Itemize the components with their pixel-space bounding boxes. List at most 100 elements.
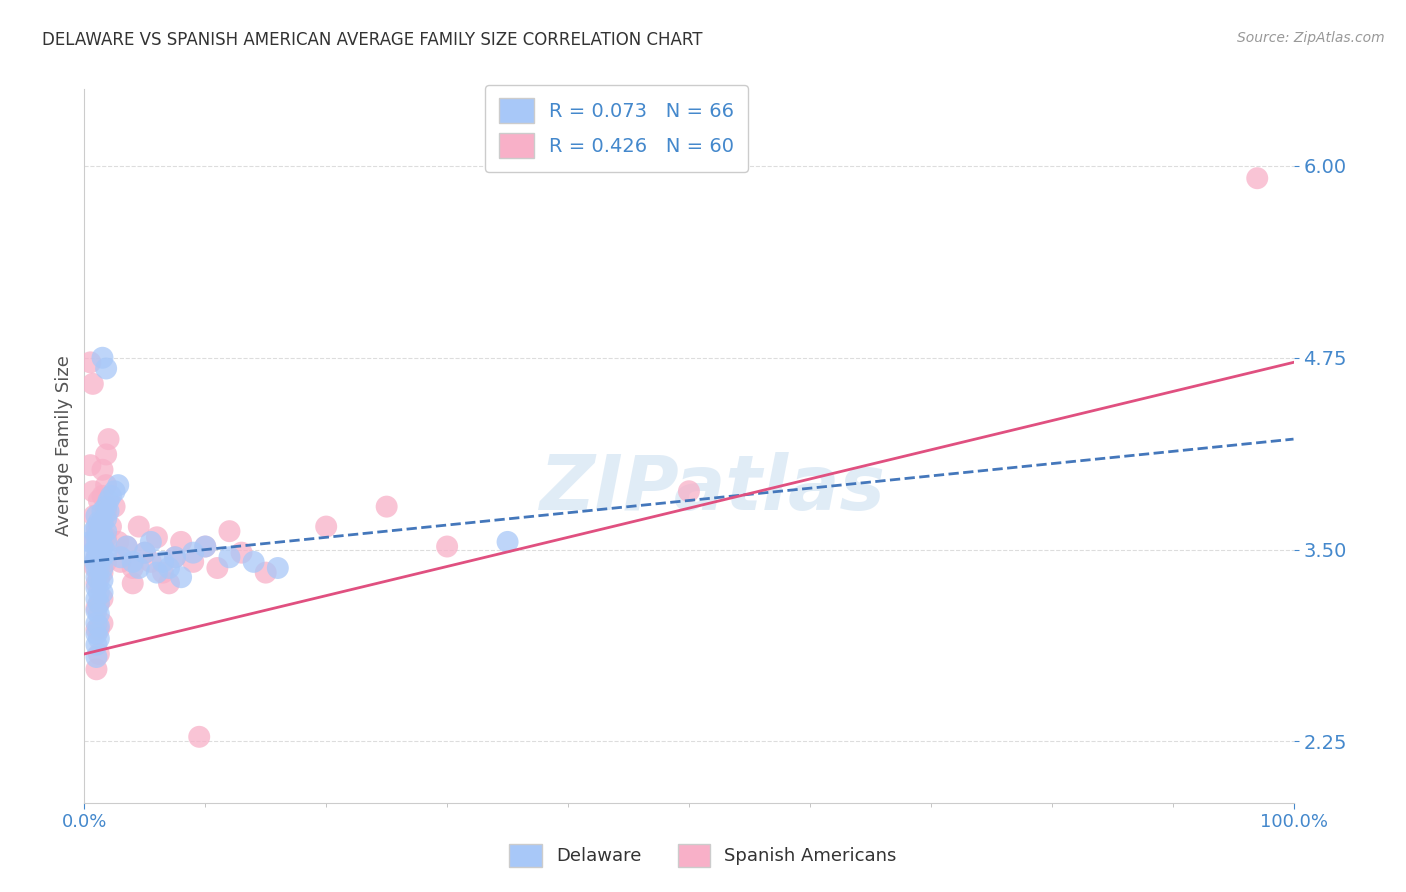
Point xyxy=(1246,171,1268,186)
Point xyxy=(91,489,114,503)
Point xyxy=(91,616,114,631)
Point xyxy=(496,535,519,549)
Point xyxy=(91,585,114,599)
Point xyxy=(86,627,108,641)
Point xyxy=(107,478,129,492)
Point xyxy=(86,623,108,637)
Point xyxy=(188,730,211,744)
Point xyxy=(165,550,187,565)
Point xyxy=(91,463,114,477)
Point xyxy=(104,500,127,514)
Point xyxy=(170,535,193,549)
Point xyxy=(87,574,110,588)
Point xyxy=(86,530,108,544)
Point xyxy=(91,566,114,580)
Point xyxy=(86,570,108,584)
Point xyxy=(79,535,101,549)
Point xyxy=(86,540,108,554)
Point xyxy=(152,566,174,580)
Point xyxy=(87,493,110,508)
Point xyxy=(94,478,117,492)
Point xyxy=(375,500,398,514)
Point xyxy=(87,585,110,599)
Point xyxy=(91,540,114,554)
Point xyxy=(86,519,108,533)
Point xyxy=(91,527,114,541)
Point xyxy=(91,540,114,554)
Point xyxy=(110,550,132,565)
Point xyxy=(87,632,110,646)
Point xyxy=(87,607,110,621)
Point xyxy=(181,555,204,569)
Point xyxy=(87,540,110,554)
Point xyxy=(94,361,117,376)
Point xyxy=(94,500,117,514)
Point xyxy=(152,555,174,569)
Point xyxy=(157,576,180,591)
Point xyxy=(194,540,217,554)
Point xyxy=(242,555,264,569)
Point xyxy=(86,591,108,606)
Point xyxy=(87,596,110,610)
Point xyxy=(97,432,120,446)
Point xyxy=(94,555,117,569)
Point xyxy=(97,504,120,518)
Point xyxy=(146,566,169,580)
Point xyxy=(87,561,110,575)
Point xyxy=(87,527,110,541)
Point xyxy=(87,623,110,637)
Point xyxy=(181,546,204,560)
Point xyxy=(134,546,156,560)
Point xyxy=(94,504,117,518)
Point xyxy=(87,550,110,565)
Point xyxy=(267,561,290,575)
Point xyxy=(94,512,117,526)
Point xyxy=(82,546,104,560)
Point xyxy=(86,604,108,618)
Point xyxy=(84,555,107,569)
Point xyxy=(115,540,138,554)
Point xyxy=(87,515,110,529)
Point xyxy=(84,561,107,575)
Point xyxy=(218,524,240,538)
Text: ZIPatlas: ZIPatlas xyxy=(540,452,886,525)
Point xyxy=(87,596,110,610)
Point xyxy=(86,550,108,565)
Point xyxy=(86,601,108,615)
Point xyxy=(86,616,108,631)
Text: DELAWARE VS SPANISH AMERICAN AVERAGE FAMILY SIZE CORRELATION CHART: DELAWARE VS SPANISH AMERICAN AVERAGE FAM… xyxy=(42,31,703,49)
Point xyxy=(115,540,138,554)
Point xyxy=(121,561,143,575)
Point xyxy=(91,515,114,529)
Point xyxy=(87,519,110,533)
Point xyxy=(97,493,120,508)
Point xyxy=(165,550,187,565)
Point xyxy=(100,489,122,503)
Point xyxy=(91,351,114,365)
Point xyxy=(157,561,180,575)
Point xyxy=(107,535,129,549)
Point xyxy=(86,576,108,591)
Point xyxy=(91,574,114,588)
Point xyxy=(82,484,104,499)
Point xyxy=(91,561,114,575)
Point xyxy=(87,647,110,661)
Point xyxy=(146,530,169,544)
Point xyxy=(91,591,114,606)
Point xyxy=(83,524,105,538)
Point xyxy=(128,561,150,575)
Point xyxy=(79,458,101,473)
Point xyxy=(91,504,114,518)
Point xyxy=(207,561,229,575)
Text: Source: ZipAtlas.com: Source: ZipAtlas.com xyxy=(1237,31,1385,45)
Point xyxy=(86,524,108,538)
Point xyxy=(83,508,105,523)
Point xyxy=(436,540,458,554)
Legend: Delaware, Spanish Americans: Delaware, Spanish Americans xyxy=(502,837,904,874)
Point xyxy=(100,519,122,533)
Point xyxy=(254,566,277,580)
Point xyxy=(315,519,337,533)
Point xyxy=(82,376,104,391)
Point xyxy=(104,484,127,499)
Point xyxy=(121,576,143,591)
